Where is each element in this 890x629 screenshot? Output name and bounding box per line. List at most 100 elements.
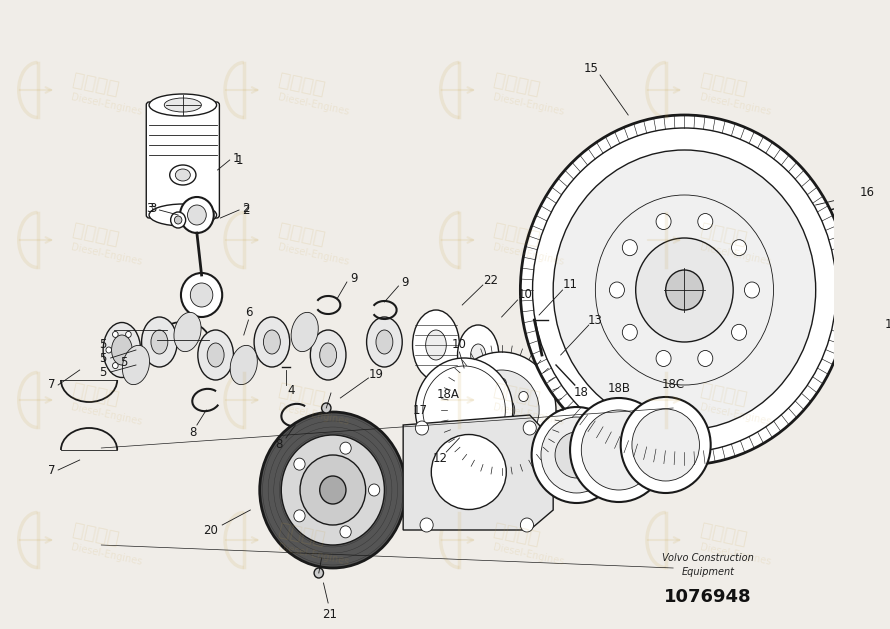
Text: 紫发动力: 紫发动力 — [70, 381, 120, 409]
Circle shape — [519, 391, 529, 401]
Ellipse shape — [432, 435, 506, 509]
Text: 紫发动力: 紫发动力 — [492, 381, 542, 409]
Ellipse shape — [170, 165, 196, 185]
Text: 3: 3 — [146, 201, 154, 214]
Ellipse shape — [311, 330, 346, 380]
Text: 紫发动力: 紫发动力 — [277, 381, 327, 409]
Text: 10: 10 — [452, 338, 467, 352]
Text: 9: 9 — [401, 276, 409, 289]
FancyBboxPatch shape — [146, 102, 220, 218]
Text: 15: 15 — [583, 62, 598, 74]
Text: 13: 13 — [588, 313, 603, 326]
Text: Equipment: Equipment — [682, 567, 734, 577]
Text: 22: 22 — [483, 274, 498, 286]
Text: 紫发动力: 紫发动力 — [277, 71, 327, 99]
Text: 4: 4 — [287, 384, 295, 396]
Circle shape — [464, 370, 539, 450]
Circle shape — [112, 362, 118, 369]
Text: 紫发动力: 紫发动力 — [492, 521, 542, 549]
Ellipse shape — [174, 313, 201, 352]
Circle shape — [181, 273, 222, 317]
Circle shape — [554, 150, 816, 430]
Text: 7: 7 — [48, 379, 55, 391]
Circle shape — [666, 270, 703, 310]
Circle shape — [555, 432, 598, 478]
Circle shape — [475, 418, 484, 428]
Circle shape — [180, 197, 214, 233]
Circle shape — [550, 356, 562, 368]
Ellipse shape — [122, 345, 150, 385]
Polygon shape — [403, 415, 554, 530]
Circle shape — [112, 331, 118, 337]
Circle shape — [620, 397, 711, 493]
Text: 18A: 18A — [437, 389, 459, 401]
Ellipse shape — [254, 317, 290, 367]
Text: 1: 1 — [232, 152, 240, 165]
Ellipse shape — [291, 313, 319, 352]
Ellipse shape — [111, 335, 133, 365]
Circle shape — [125, 331, 131, 337]
Ellipse shape — [207, 343, 224, 367]
Text: Diesel-Engines: Diesel-Engines — [277, 92, 350, 118]
Circle shape — [281, 435, 384, 545]
Circle shape — [622, 325, 637, 340]
Text: 紫发动力: 紫发动力 — [70, 221, 120, 249]
Text: 1: 1 — [235, 153, 243, 167]
Circle shape — [635, 238, 733, 342]
Ellipse shape — [142, 317, 177, 367]
Circle shape — [314, 568, 323, 578]
Circle shape — [416, 358, 513, 462]
Text: 7: 7 — [48, 464, 55, 477]
Ellipse shape — [413, 310, 459, 380]
Circle shape — [133, 347, 138, 353]
Text: Volvo Construction: Volvo Construction — [662, 553, 754, 563]
Text: Diesel-Engines: Diesel-Engines — [277, 403, 350, 428]
Circle shape — [519, 418, 529, 428]
Text: 5: 5 — [100, 365, 107, 379]
Circle shape — [744, 282, 759, 298]
Circle shape — [125, 362, 131, 369]
Text: 8: 8 — [276, 438, 283, 452]
Text: 紫发动力: 紫发动力 — [277, 221, 327, 249]
Circle shape — [698, 350, 713, 367]
Ellipse shape — [425, 330, 446, 360]
Text: 5: 5 — [100, 338, 107, 352]
Circle shape — [622, 240, 637, 255]
Circle shape — [497, 378, 506, 388]
Text: Diesel-Engines: Diesel-Engines — [699, 543, 772, 567]
Text: 紫发动力: 紫发动力 — [699, 521, 748, 549]
Text: 6: 6 — [245, 306, 252, 320]
Ellipse shape — [263, 330, 280, 354]
Ellipse shape — [367, 317, 402, 367]
Circle shape — [521, 115, 848, 465]
Circle shape — [656, 350, 671, 367]
Text: 8: 8 — [190, 425, 197, 438]
Text: 紫发动力: 紫发动力 — [70, 521, 120, 549]
Circle shape — [732, 325, 747, 340]
Circle shape — [632, 409, 700, 481]
Text: 3: 3 — [150, 201, 157, 214]
Text: Diesel-Engines: Diesel-Engines — [277, 543, 350, 567]
Circle shape — [732, 240, 747, 255]
Text: 19: 19 — [368, 369, 384, 382]
Circle shape — [416, 421, 428, 435]
Circle shape — [497, 432, 506, 442]
Text: 1076948: 1076948 — [664, 588, 752, 606]
Text: 紫发动力: 紫发动力 — [70, 71, 120, 99]
Circle shape — [570, 398, 668, 502]
Ellipse shape — [151, 330, 168, 354]
Circle shape — [610, 282, 625, 298]
Circle shape — [300, 455, 366, 525]
Circle shape — [368, 484, 380, 496]
Ellipse shape — [165, 98, 201, 112]
Ellipse shape — [150, 204, 216, 226]
Circle shape — [541, 417, 612, 493]
Circle shape — [656, 213, 671, 230]
Text: 11: 11 — [562, 279, 578, 291]
Circle shape — [340, 442, 352, 454]
Text: Diesel-Engines: Diesel-Engines — [492, 543, 565, 567]
Text: 紫发动力: 紫发动力 — [492, 71, 542, 99]
Text: Diesel-Engines: Diesel-Engines — [699, 403, 772, 428]
Ellipse shape — [457, 325, 498, 385]
Text: 17: 17 — [413, 403, 427, 416]
